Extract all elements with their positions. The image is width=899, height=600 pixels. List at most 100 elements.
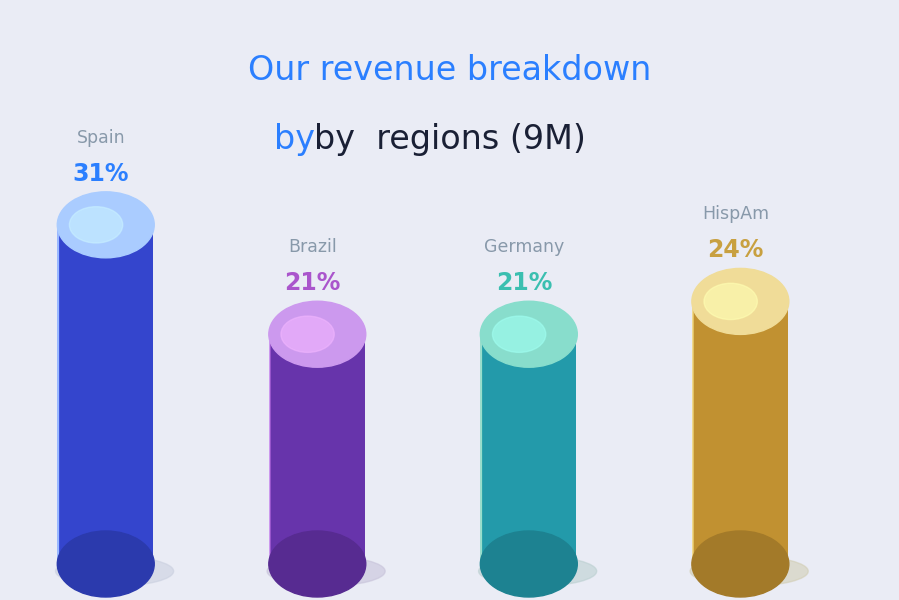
Ellipse shape <box>56 556 174 586</box>
Polygon shape <box>271 334 289 564</box>
Text: by: by <box>274 123 315 156</box>
Polygon shape <box>59 225 145 564</box>
Polygon shape <box>694 301 739 564</box>
Polygon shape <box>271 334 307 564</box>
Polygon shape <box>482 334 503 564</box>
Polygon shape <box>483 334 552 564</box>
Polygon shape <box>693 301 697 564</box>
Polygon shape <box>482 334 539 564</box>
Polygon shape <box>482 334 525 564</box>
Polygon shape <box>694 301 738 564</box>
Polygon shape <box>482 334 511 564</box>
Polygon shape <box>271 334 303 564</box>
Polygon shape <box>59 225 95 564</box>
Polygon shape <box>271 334 343 564</box>
Polygon shape <box>694 301 766 564</box>
Polygon shape <box>59 225 136 564</box>
Polygon shape <box>59 225 127 564</box>
Polygon shape <box>270 334 271 564</box>
Text: by  regions (9M): by regions (9M) <box>314 123 585 156</box>
Polygon shape <box>271 334 325 564</box>
Polygon shape <box>693 301 703 564</box>
Polygon shape <box>482 334 515 564</box>
Polygon shape <box>271 334 321 564</box>
Ellipse shape <box>69 206 123 243</box>
Polygon shape <box>483 334 570 564</box>
Polygon shape <box>483 334 555 564</box>
Ellipse shape <box>704 283 757 320</box>
Polygon shape <box>693 301 721 564</box>
Polygon shape <box>694 301 788 564</box>
Polygon shape <box>483 334 574 564</box>
Polygon shape <box>483 334 551 564</box>
Polygon shape <box>59 225 123 564</box>
Polygon shape <box>270 334 273 564</box>
Text: 21%: 21% <box>495 271 552 295</box>
Polygon shape <box>271 334 294 564</box>
Polygon shape <box>694 301 736 564</box>
Polygon shape <box>694 301 752 564</box>
Polygon shape <box>482 334 512 564</box>
Polygon shape <box>482 334 538 564</box>
Text: Brazil: Brazil <box>288 238 337 256</box>
Polygon shape <box>58 225 63 564</box>
Polygon shape <box>694 301 735 564</box>
Text: HispAm: HispAm <box>702 205 769 223</box>
Polygon shape <box>694 301 750 564</box>
Polygon shape <box>59 225 97 564</box>
Polygon shape <box>482 334 487 564</box>
Polygon shape <box>59 225 91 564</box>
Polygon shape <box>271 334 320 564</box>
Polygon shape <box>482 334 506 564</box>
Polygon shape <box>693 301 696 564</box>
Polygon shape <box>59 225 99 564</box>
Ellipse shape <box>269 531 366 597</box>
Polygon shape <box>59 225 124 564</box>
Polygon shape <box>694 301 764 564</box>
Polygon shape <box>59 225 111 564</box>
Polygon shape <box>483 334 559 564</box>
Polygon shape <box>483 334 545 564</box>
Text: 24%: 24% <box>708 238 763 262</box>
Polygon shape <box>58 225 66 564</box>
Polygon shape <box>271 334 350 564</box>
Polygon shape <box>694 301 781 564</box>
Polygon shape <box>271 334 293 564</box>
Polygon shape <box>694 301 769 564</box>
Polygon shape <box>271 334 281 564</box>
Polygon shape <box>59 225 148 564</box>
Polygon shape <box>483 334 567 564</box>
Text: 21%: 21% <box>284 271 341 295</box>
Polygon shape <box>59 225 134 564</box>
Polygon shape <box>694 301 785 564</box>
Polygon shape <box>482 334 517 564</box>
Polygon shape <box>59 225 151 564</box>
Polygon shape <box>483 334 542 564</box>
Polygon shape <box>483 334 556 564</box>
Polygon shape <box>58 225 87 564</box>
Polygon shape <box>483 334 560 564</box>
Ellipse shape <box>281 316 334 352</box>
Polygon shape <box>271 334 298 564</box>
Polygon shape <box>271 334 348 564</box>
Polygon shape <box>271 334 333 564</box>
Polygon shape <box>483 334 553 564</box>
Polygon shape <box>271 334 299 564</box>
Polygon shape <box>271 334 297 564</box>
Polygon shape <box>271 334 342 564</box>
Polygon shape <box>58 225 65 564</box>
Polygon shape <box>693 301 707 564</box>
Polygon shape <box>693 301 714 564</box>
Polygon shape <box>483 334 563 564</box>
Polygon shape <box>271 334 338 564</box>
Polygon shape <box>58 225 71 564</box>
Polygon shape <box>693 301 724 564</box>
Polygon shape <box>59 225 119 564</box>
Polygon shape <box>482 334 503 564</box>
Polygon shape <box>59 225 103 564</box>
Polygon shape <box>271 334 331 564</box>
Polygon shape <box>693 301 711 564</box>
Polygon shape <box>483 334 541 564</box>
Polygon shape <box>693 301 713 564</box>
Polygon shape <box>59 225 111 564</box>
